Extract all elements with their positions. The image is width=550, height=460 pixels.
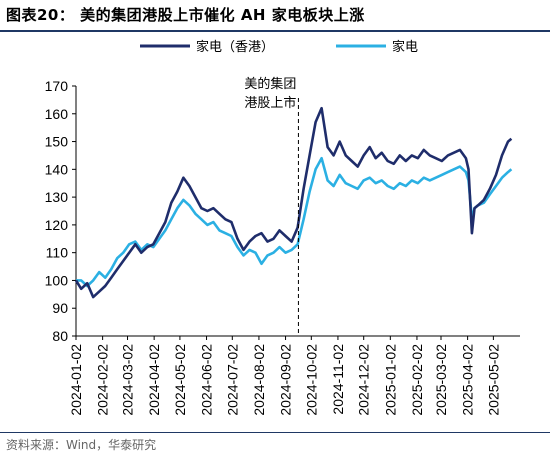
- y-tick-label: 110: [46, 245, 69, 261]
- x-tick-label: 2025-03-02: [433, 344, 449, 416]
- x-tick-label: 2024-12-02: [356, 344, 372, 416]
- y-tick-label: 120: [45, 217, 69, 233]
- x-tick-label: 2024-06-02: [199, 344, 215, 416]
- x-tick-label: 2025-04-02: [460, 344, 476, 416]
- footer-divider: [0, 432, 550, 433]
- chart-axes: 80 90 100 110 120 130 140 150 160 170 2024-01-02 20…: [45, 78, 520, 416]
- x-tick-label: 2024-04-02: [146, 344, 162, 416]
- y-tick-label: 140: [45, 161, 69, 177]
- x-tick-label: 2024-10-02: [303, 344, 319, 416]
- x-tick-label: 2025-01-02: [382, 344, 398, 416]
- chart-annotation: 美的集团港股上市: [244, 76, 299, 336]
- y-tick-label: 80: [52, 328, 68, 344]
- x-tick-label: 2024-02-02: [95, 344, 111, 416]
- series-line-0: [74, 106, 513, 299]
- legend-label: 家电: [392, 39, 418, 55]
- chart-legend: 家电（香港） 家电: [140, 39, 418, 55]
- series-line-1: [76, 156, 513, 288]
- chart-series: [74, 106, 513, 299]
- legend-label: 家电（香港）: [196, 39, 274, 55]
- source-note: 资料来源：Wind，华泰研究: [6, 438, 157, 452]
- y-tick-label: 170: [45, 78, 69, 94]
- y-tick-label: 100: [45, 272, 69, 288]
- y-tick-label: 130: [45, 189, 69, 205]
- y-tick-label: 90: [52, 300, 68, 316]
- x-tick-label: 2024-09-02: [278, 344, 294, 416]
- x-tick-label: 2024-07-02: [224, 344, 240, 416]
- x-tick-label: 2024-05-02: [172, 344, 188, 416]
- y-tick-label: 160: [45, 106, 69, 122]
- y-tick-label: 150: [45, 134, 69, 150]
- x-tick-label: 2025-05-02: [485, 344, 501, 416]
- annotation-label: 港股上市: [244, 95, 296, 111]
- x-tick-label: 2024-11-02: [330, 344, 346, 415]
- annotation-label: 美的集团: [244, 76, 296, 92]
- title-divider: [0, 30, 550, 32]
- chart-title: 图表20： 美的集团港股上市催化 AH 家电板块上涨: [6, 6, 365, 24]
- x-tick-label: 2025-02-02: [409, 344, 425, 416]
- x-tick-label: 2024-01-02: [68, 344, 84, 416]
- x-tick-label: 2024-03-02: [120, 344, 136, 416]
- x-tick-label: 2024-08-02: [251, 344, 267, 416]
